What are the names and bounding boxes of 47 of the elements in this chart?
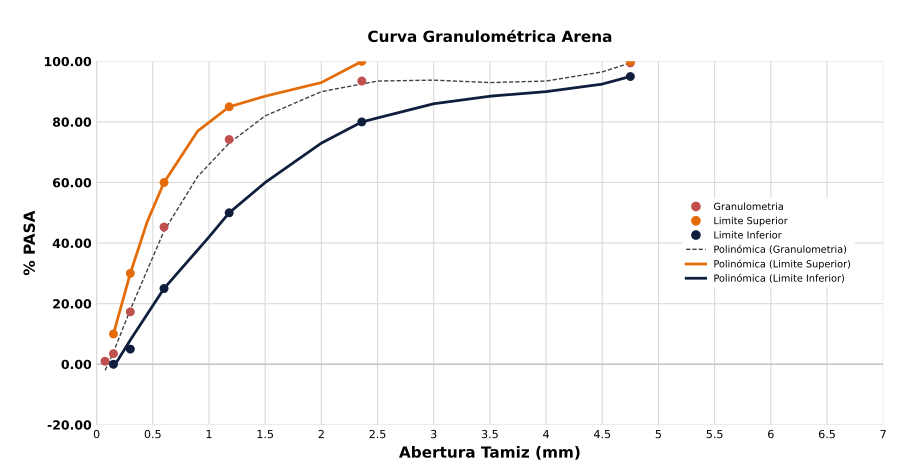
y-axis-title: % PASA xyxy=(23,210,35,276)
x-tick-label: 5.5 xyxy=(706,430,723,438)
point xyxy=(108,329,118,338)
legend-label: Polinómica (Limite Inferior) xyxy=(714,274,844,283)
x-tick-label: 0 xyxy=(94,430,100,438)
y-tick-label: 80.00 xyxy=(52,117,92,127)
y-tick-label: 60.00 xyxy=(52,178,92,188)
y-tick-label: 20.00 xyxy=(53,299,92,309)
point xyxy=(108,349,118,358)
x-tick-label: 2 xyxy=(318,430,324,438)
point xyxy=(626,72,635,81)
x-tick-label: 3.5 xyxy=(482,430,498,438)
point xyxy=(126,344,135,354)
point xyxy=(357,117,366,126)
point xyxy=(160,222,169,232)
y-tick-label: 100.00 xyxy=(44,56,92,66)
x-tick-label: 2.5 xyxy=(370,430,386,438)
chart-title: Curva Granulométrica Arena xyxy=(368,30,612,42)
legend-label: Granulometria xyxy=(714,202,783,210)
point xyxy=(357,76,366,86)
x-tick-label: 5 xyxy=(656,430,662,438)
legend-label: Limite Inferior xyxy=(714,231,782,239)
point xyxy=(224,135,234,144)
x-tick-label: 6.5 xyxy=(818,430,835,438)
y-tick-label: -20.00 xyxy=(48,420,92,430)
point xyxy=(126,268,135,278)
point xyxy=(224,102,234,112)
x-tick-label: 4 xyxy=(543,430,549,438)
x-tick-label: 4.5 xyxy=(594,430,610,438)
legend-label: Limite Superior xyxy=(714,216,788,226)
point xyxy=(126,307,135,316)
y-tick-label: 0.00 xyxy=(61,360,92,370)
legend-label: Polinómica (Limite Superior) xyxy=(714,260,850,270)
x-axis-title: Abertura Tamiz (mm) xyxy=(399,446,580,460)
y-tick-label: 40.00 xyxy=(52,238,92,248)
point xyxy=(160,284,169,294)
x-tick-label: 1.5 xyxy=(258,430,274,438)
point xyxy=(100,356,110,366)
x-tick-label: 3 xyxy=(431,430,436,438)
x-tick-label: 6 xyxy=(768,430,774,438)
x-tick-label: 0.5 xyxy=(144,430,161,438)
x-tick-label: 1 xyxy=(206,430,212,438)
point xyxy=(108,360,118,369)
point xyxy=(224,208,234,218)
x-tick-label: 7 xyxy=(880,430,886,438)
legend-label: Polinómica (Granulometria) xyxy=(714,244,846,254)
point xyxy=(160,178,169,188)
